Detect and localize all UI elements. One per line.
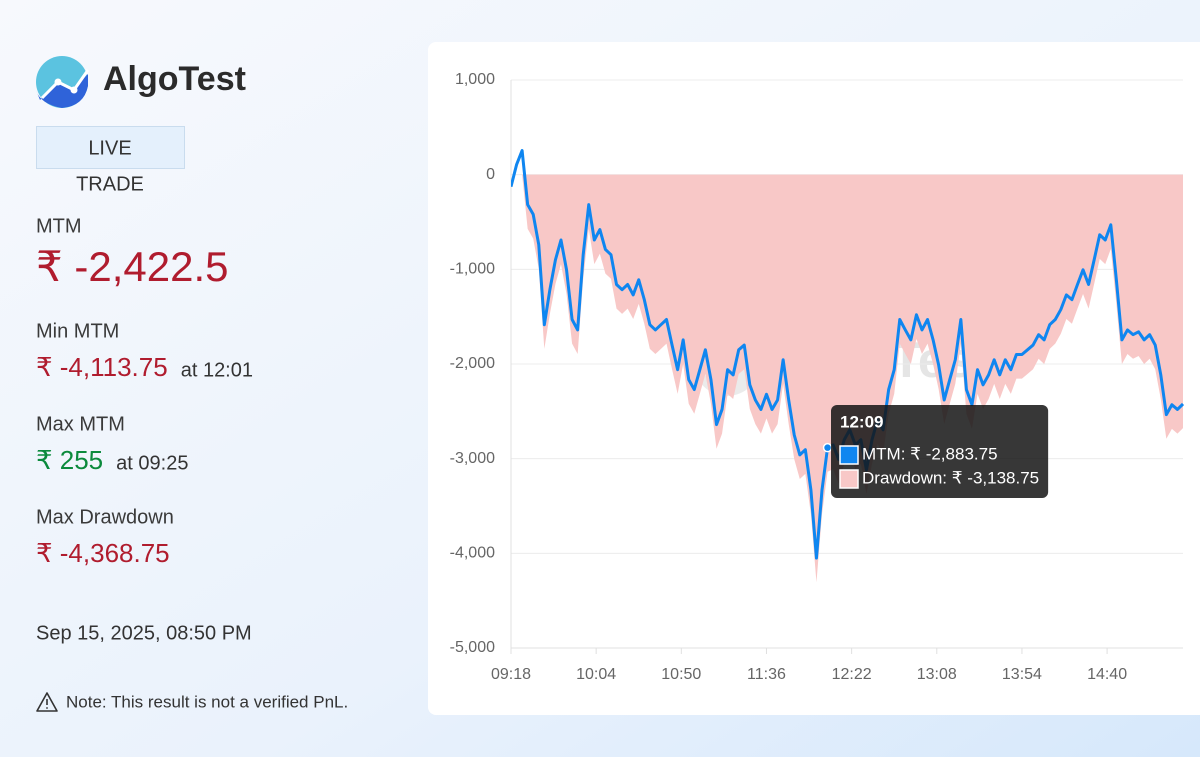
tooltip-item: MTM: ₹ -2,883.75 (862, 444, 998, 463)
tooltip-swatch (839, 445, 859, 465)
x-tick-label: 14:40 (1087, 666, 1127, 683)
y-tick-label: -2,000 (450, 355, 495, 372)
logo (36, 56, 90, 108)
x-tick-label: 11:36 (747, 666, 786, 683)
tooltip-title: 12:09 (840, 412, 883, 431)
stat-value: ₹ -4,368.75 (36, 538, 170, 568)
stat-time: at 09:25 (116, 452, 188, 474)
x-tick-label: 12:22 (832, 666, 872, 683)
live-label[interactable]: LIVE (88, 137, 131, 159)
y-tick-label: -5,000 (450, 639, 495, 656)
live-badge[interactable] (36, 126, 185, 169)
drawdown-area (511, 174, 1183, 583)
warning-icon (36, 692, 58, 712)
stat-value: ₹ -4,113.75 (36, 352, 168, 382)
mode-label: TRADE (76, 173, 144, 195)
stat-time: at 12:01 (181, 359, 253, 381)
stat-value: ₹ -2,422.5 (36, 243, 229, 290)
x-tick-label: 10:04 (576, 666, 616, 683)
stat-value: ₹ 255 (36, 445, 103, 475)
tooltip-swatch (839, 469, 859, 489)
stat-label: Min MTM (36, 320, 119, 342)
stat-label: Max MTM (36, 413, 125, 435)
x-tick-label: 13:54 (1002, 666, 1042, 683)
x-tick-label: 10:50 (661, 666, 701, 683)
y-tick-label: -4,000 (450, 545, 495, 562)
x-tick-label: 13:08 (917, 666, 957, 683)
y-tick-label: 1,000 (455, 71, 495, 88)
note: Note: This result is not a verified PnL. (66, 692, 348, 711)
y-tick-label: -1,000 (450, 261, 495, 278)
brand: AlgoTest (103, 60, 246, 98)
x-tick-label: 09:18 (491, 666, 531, 683)
plot: -5,000 -4,000 -3,000 -2,000 -1,000 0 1,000 09:1… (450, 71, 1184, 683)
stat-label: Max Drawdown (36, 506, 174, 528)
timestamp: Sep 15, 2025, 08:50 PM (36, 622, 252, 644)
tooltip-box (831, 405, 1049, 498)
y-tick-label: 0 (486, 166, 495, 183)
y-tick-label: -3,000 (450, 450, 495, 467)
hover-point (822, 442, 833, 453)
stat-label: MTM (36, 215, 82, 237)
tooltip: 12:09 MTM: ₹ -2,883.75 Drawdown: ₹ -3,138.… (831, 405, 1049, 498)
tooltip-item: Drawdown: ₹ -3,138.75 (862, 468, 1039, 487)
